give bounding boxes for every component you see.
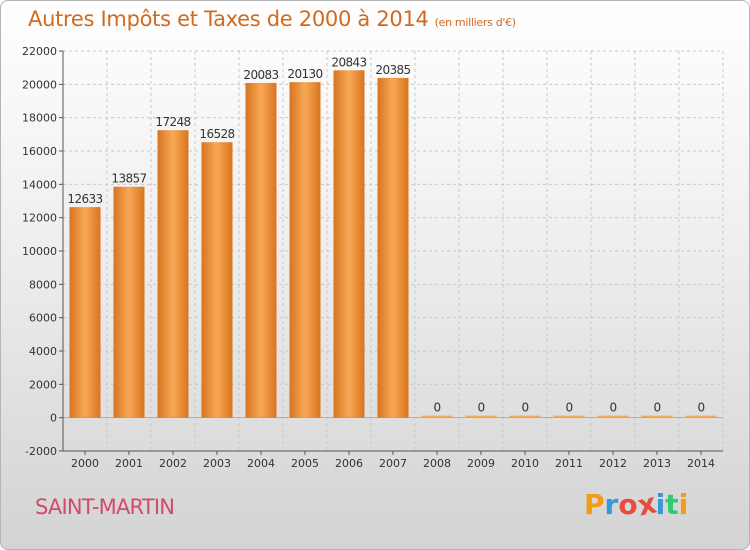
x-tick-label: 2009 <box>467 457 495 470</box>
y-tick-label: 14000 <box>22 178 57 191</box>
x-tick-label: 2013 <box>643 457 671 470</box>
logo-letter: P <box>584 488 605 521</box>
data-label: 12633 <box>67 192 102 206</box>
y-tick-label: 2000 <box>29 378 57 391</box>
bar <box>201 142 233 418</box>
bars <box>69 70 717 418</box>
data-label: 17248 <box>155 115 190 129</box>
x-tick-label: 2002 <box>159 457 187 470</box>
logo-letter: i <box>678 488 689 521</box>
x-tick-label: 2005 <box>291 457 319 470</box>
proxiti-logo: Proxiti <box>584 486 689 522</box>
y-tick-label: 20000 <box>22 78 57 91</box>
y-tick-label: 22000 <box>22 45 57 58</box>
bar <box>553 415 585 418</box>
data-label: 20130 <box>287 67 322 81</box>
data-label: 20385 <box>375 63 410 77</box>
data-label: 0 <box>697 401 704 415</box>
data-label: 13857 <box>111 172 146 186</box>
y-tick-label: 0 <box>50 412 57 425</box>
logo-letter: o <box>618 488 638 521</box>
data-label: 0 <box>653 401 660 415</box>
chart-title-text: Autres Impôts et Taxes de 2000 à 2014 <box>28 7 429 31</box>
bar <box>685 415 717 418</box>
y-tick-label: 10000 <box>22 245 57 258</box>
chart-title: Autres Impôts et Taxes de 2000 à 2014 (en… <box>28 7 516 31</box>
x-tick-label: 2007 <box>379 457 407 470</box>
x-tick-label: 2004 <box>247 457 275 470</box>
bar <box>245 82 277 418</box>
data-label: 0 <box>565 401 572 415</box>
commune-name: SAINT-MARTIN <box>35 495 175 519</box>
bar <box>641 415 673 418</box>
x-tick-label: 2010 <box>511 457 539 470</box>
data-label: 0 <box>609 401 616 415</box>
data-label: 20843 <box>331 55 366 69</box>
y-tick-label: 12000 <box>22 212 57 225</box>
data-label: 0 <box>477 401 484 415</box>
logo-letter: i <box>655 488 666 521</box>
x-tick-label: 2011 <box>555 457 583 470</box>
x-tick-label: 2001 <box>115 457 143 470</box>
bar <box>597 415 629 418</box>
y-tick-label: -2000 <box>25 445 57 458</box>
y-tick-label: 18000 <box>22 112 57 125</box>
logo-letter: r <box>604 488 619 521</box>
x-tick-label: 2012 <box>599 457 627 470</box>
bar <box>421 415 453 418</box>
x-tick-label: 2006 <box>335 457 363 470</box>
x-tick-label: 2014 <box>687 457 715 470</box>
x-tick-label: 2000 <box>71 457 99 470</box>
bar <box>113 186 145 418</box>
data-label: 20083 <box>243 68 278 82</box>
y-tick-label: 4000 <box>29 345 57 358</box>
bar <box>509 415 541 418</box>
bar <box>289 82 321 418</box>
bar <box>377 77 409 418</box>
logo-letter: t <box>665 488 679 521</box>
y-tick-label: 8000 <box>29 278 57 291</box>
x-tick-label: 2003 <box>203 457 231 470</box>
y-tick-label: 6000 <box>29 312 57 325</box>
bar <box>69 207 101 418</box>
data-label: 0 <box>433 401 440 415</box>
axes: -2000 0 2000 4000 6000 8000 10000 12000 14000 160… <box>22 45 723 470</box>
x-tick-label: 2008 <box>423 457 451 470</box>
data-labels: 12633 13857 17248 16528 20083 20130 20843 20385… <box>67 55 705 415</box>
unit-note: (en milliers d'€) <box>434 16 516 29</box>
bar <box>465 415 497 418</box>
bar <box>333 70 365 418</box>
data-label: 0 <box>521 401 528 415</box>
y-tick-label: 16000 <box>22 145 57 158</box>
data-label: 16528 <box>199 127 234 141</box>
bar <box>157 130 189 418</box>
